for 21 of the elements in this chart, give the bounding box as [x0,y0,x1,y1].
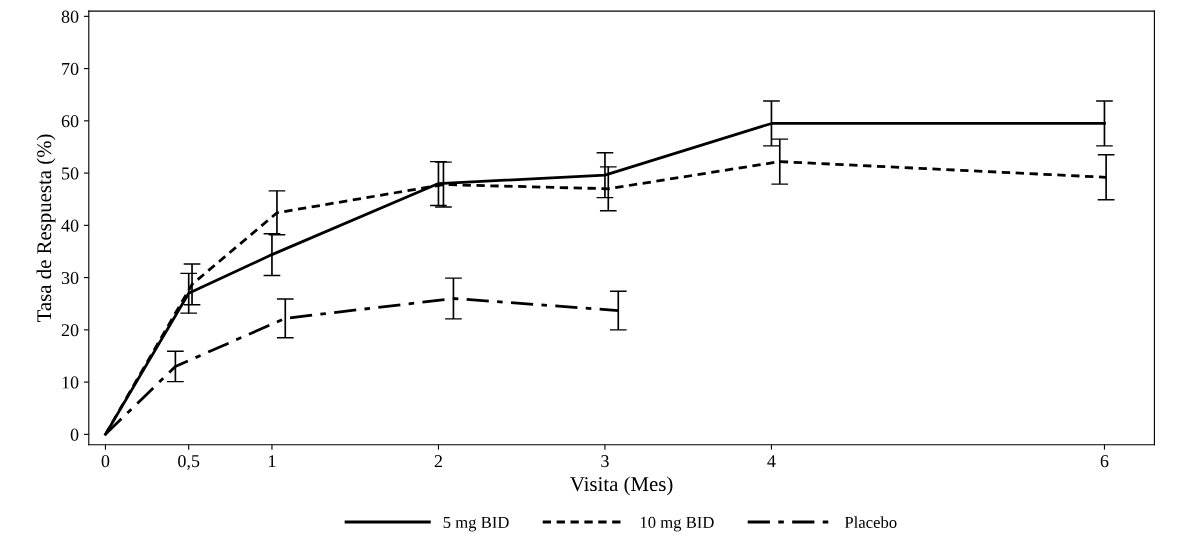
y-tick-label: 70 [62,62,79,76]
y-tick-label: 80 [61,10,79,23]
x-tick-label: 1 [269,455,276,468]
x-tick-label: 4 [767,455,776,468]
y-axis-title: Tasa de Respuesta (%) [36,134,56,323]
y-tick-label: 10 [62,376,79,389]
y-tick-label: 20 [61,324,79,337]
legend-label: 10 mg BID [640,516,714,532]
x-tick-label: 6 [1100,455,1109,468]
x-tick-label: 2 [434,455,442,468]
x-tick-label: 0 [101,455,110,468]
y-tick-label: 40 [61,219,79,232]
legend-label: 5 mg BID [443,516,509,532]
x-axis-title: Visita (Mes) [570,476,673,496]
y-tick-label: 60 [61,115,79,128]
x-tick-label: 3 [601,455,609,468]
x-tick-label: 0,5 [178,455,200,470]
legend-label: Placebo [844,516,897,529]
y-tick-label: 50 [62,167,79,180]
y-tick-label: 30 [61,271,79,285]
y-tick-label: 0 [70,428,79,441]
